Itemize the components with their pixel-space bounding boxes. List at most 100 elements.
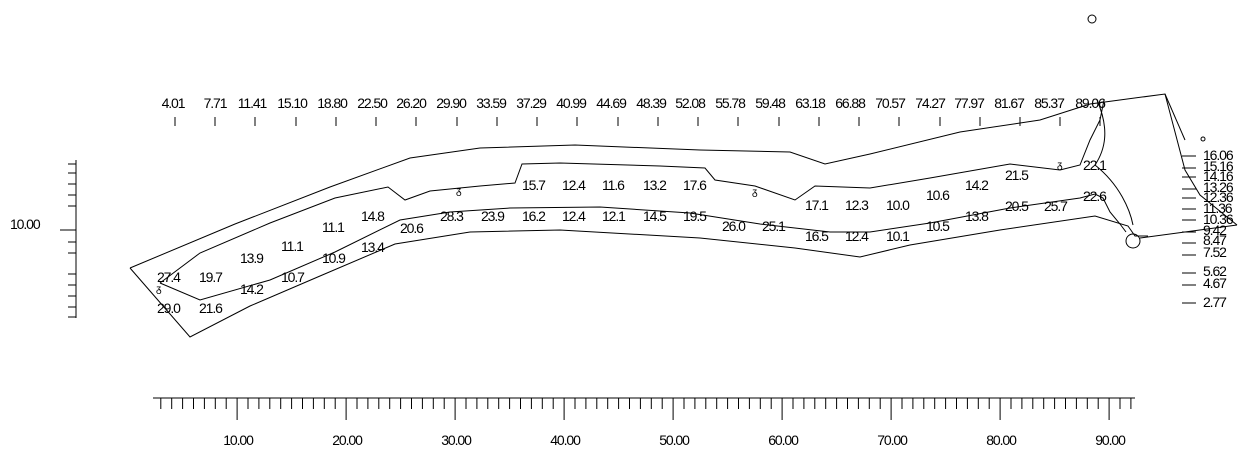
value-label: 25.7 xyxy=(1044,198,1068,214)
value-label: 13.8 xyxy=(965,208,989,224)
road-inner-boundary xyxy=(129,215,1148,338)
value-label: 21.5 xyxy=(1005,167,1029,183)
end-marker-circle xyxy=(1125,233,1141,249)
bottom-axis-label: 90.00 xyxy=(1095,432,1126,448)
right-axis-label: 2.77 xyxy=(1203,294,1227,310)
right-axis-label: 16.06 xyxy=(1203,147,1234,163)
road-end-curve xyxy=(1094,99,1134,226)
top-axis-label: 37.29 xyxy=(516,95,547,111)
top-axis-label: 26.20 xyxy=(396,95,427,111)
value-label: 14.2 xyxy=(965,177,989,193)
lower-values: 29.0 21.6 14.2 10.7 10.9 13.4 16.5 12.4 … xyxy=(157,188,1108,316)
value-label: 26.0 xyxy=(722,218,746,234)
top-axis-label: 22.50 xyxy=(357,95,388,111)
value-label: 10.5 xyxy=(926,218,950,234)
road-centerline xyxy=(159,193,1127,301)
value-label: 12.4 xyxy=(845,228,869,244)
value-label: 12.4 xyxy=(562,208,586,224)
marker-symbol: ᵹ xyxy=(1057,160,1063,171)
value-label: 12.1 xyxy=(602,208,626,224)
value-label: 10.0 xyxy=(886,197,910,213)
road-upper-line xyxy=(159,99,1105,284)
road-geometry xyxy=(129,14,1238,338)
bottom-axis-label: 20.00 xyxy=(332,432,363,448)
right-axis-label: 13.26 xyxy=(1203,179,1234,195)
value-label: 17.1 xyxy=(805,197,829,213)
bottom-axis-label: 70.00 xyxy=(877,432,908,448)
bottom-axis-label: 40.00 xyxy=(550,432,581,448)
value-label: 12.4 xyxy=(562,177,586,193)
value-label: 13.4 xyxy=(361,239,385,255)
top-axis-label: 29.90 xyxy=(436,95,467,111)
value-label: 19.5 xyxy=(683,208,707,224)
top-axis-label: 74.27 xyxy=(915,95,946,111)
bottom-axis-label: 10.00 xyxy=(223,432,254,448)
road-outer-boundary xyxy=(129,93,1238,269)
value-label: 10.7 xyxy=(281,269,305,285)
reference-dot xyxy=(1200,136,1206,142)
value-label: 13.2 xyxy=(643,177,667,193)
value-label: 11.1 xyxy=(322,219,345,235)
value-label: 20.6 xyxy=(400,220,424,236)
left-axis: 10.00 xyxy=(10,160,77,318)
right-axis-label: 15.16 xyxy=(1203,158,1234,174)
value-label: 14.2 xyxy=(240,281,264,297)
value-label: 16.2 xyxy=(522,208,546,224)
markers: ᵹ ᵹ ᵹ ᵹ xyxy=(156,160,1063,295)
right-axis-label: 9.42 xyxy=(1203,222,1227,238)
top-axis-label: 11.41 xyxy=(238,95,268,111)
value-label: 10.1 xyxy=(886,228,910,244)
top-axis-label: 44.69 xyxy=(596,95,627,111)
top-axis-label: 4.01 xyxy=(162,95,186,111)
value-label: 16.5 xyxy=(805,228,829,244)
upper-values: 27.4 19.7 13.9 11.1 11.1 14.8 20.6 28.3 … xyxy=(157,157,1108,285)
value-label: 28.3 xyxy=(440,208,464,224)
bottom-axis-label: 80.00 xyxy=(986,432,1017,448)
bottom-axis-label: 60.00 xyxy=(768,432,799,448)
value-label: 19.7 xyxy=(199,269,223,285)
top-axis-label: 55.78 xyxy=(715,95,746,111)
top-axis-label: 63.18 xyxy=(795,95,826,111)
value-label: 10.9 xyxy=(322,250,346,266)
top-axis-label: 81.67 xyxy=(994,95,1025,111)
marker-symbol: ᵹ xyxy=(456,186,462,197)
right-axis-label: 8.47 xyxy=(1203,232,1227,248)
right-axis-label: 12.36 xyxy=(1203,189,1234,205)
value-label: 27.4 xyxy=(157,269,181,285)
value-label: 17.6 xyxy=(683,177,707,193)
bottom-axis-label: 30.00 xyxy=(441,432,472,448)
right-axis-label: 14.16 xyxy=(1203,168,1234,184)
top-axis-label: 89.06 xyxy=(1075,95,1106,111)
marker-symbol: ᵹ xyxy=(752,187,758,198)
value-label: 14.5 xyxy=(643,208,667,224)
right-axis-label: 10.36 xyxy=(1203,211,1234,227)
value-label: 15.7 xyxy=(522,177,546,193)
bottom-axis-ticks xyxy=(160,398,1132,420)
top-values: 15.7 12.4 11.6 13.2 17.6 xyxy=(522,177,708,193)
value-label: 12.3 xyxy=(845,197,869,213)
top-axis-label: 7.71 xyxy=(204,95,228,111)
top-axis-label: 40.99 xyxy=(556,95,587,111)
value-label: 13.9 xyxy=(240,250,264,266)
value-label: 23.9 xyxy=(481,208,505,224)
top-axis-label: 70.57 xyxy=(875,95,906,111)
top-axis-label: 15.10 xyxy=(277,95,308,111)
bottom-axis: 10.00 20.00 30.00 40.00 50.00 60.00 70.0… xyxy=(153,397,1135,448)
top-axis-label: 77.97 xyxy=(954,95,985,111)
value-label: 29.0 xyxy=(157,300,181,316)
value-label: 22.6 xyxy=(1083,188,1107,204)
value-label: 10.6 xyxy=(926,187,950,203)
top-axis-label: 66.88 xyxy=(835,95,866,111)
top-axis-label: 18.80 xyxy=(317,95,348,111)
marker-symbol: ᵹ xyxy=(156,284,162,295)
bottom-axis-label: 50.00 xyxy=(659,432,690,448)
top-axis-label: 52.08 xyxy=(675,95,706,111)
top-axis-label: 48.39 xyxy=(636,95,667,111)
reference-marker-circle xyxy=(1087,14,1097,24)
value-label: 20.5 xyxy=(1005,198,1029,214)
top-axis-label: 59.48 xyxy=(755,95,786,111)
left-axis-label: 10.00 xyxy=(10,216,41,232)
value-label: 22.1 xyxy=(1083,157,1107,173)
